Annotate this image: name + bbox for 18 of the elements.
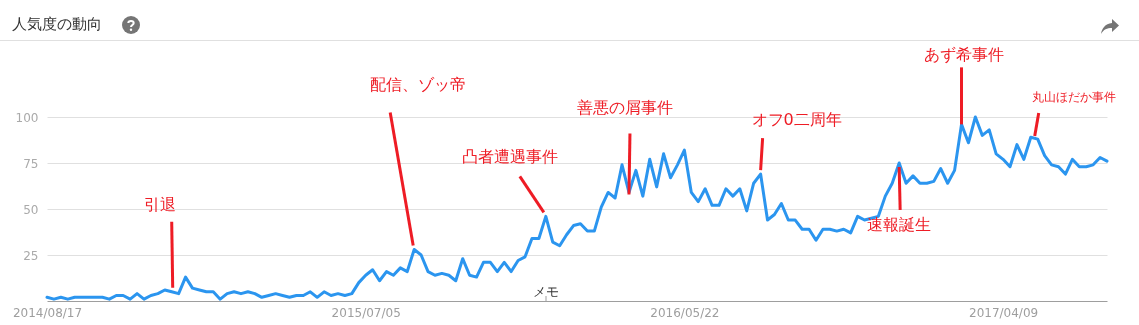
x-tick-label: 2015/07/05 xyxy=(331,305,401,320)
x-tick-label: 2016/05/22 xyxy=(650,305,720,320)
annotation: 配信、ゾッ帝 xyxy=(370,75,467,95)
y-tick-label: 50 xyxy=(23,202,39,217)
y-tick-label: 75 xyxy=(23,156,39,171)
y-tick-label: 100 xyxy=(15,110,39,125)
annotation: 引退 xyxy=(143,194,176,214)
annotation: 善悪の屑事件 xyxy=(576,98,673,118)
annotation: あず希事件 xyxy=(923,45,1004,65)
annotation: 丸山ほだか事件 xyxy=(1031,90,1116,105)
annotation: オフ0二周年 xyxy=(751,110,842,130)
annotation: 凸者遭遇事件 xyxy=(461,147,558,167)
x-tick-label: 2014/08/17 xyxy=(12,305,83,320)
chart-title: 人気度の動向 xyxy=(12,15,102,34)
x-tick-label: 2017/04/09 xyxy=(968,305,1039,320)
y-tick-label: 25 xyxy=(23,248,39,263)
annotation: メモ xyxy=(533,284,559,299)
annotation: 速報誕生 xyxy=(867,215,932,234)
